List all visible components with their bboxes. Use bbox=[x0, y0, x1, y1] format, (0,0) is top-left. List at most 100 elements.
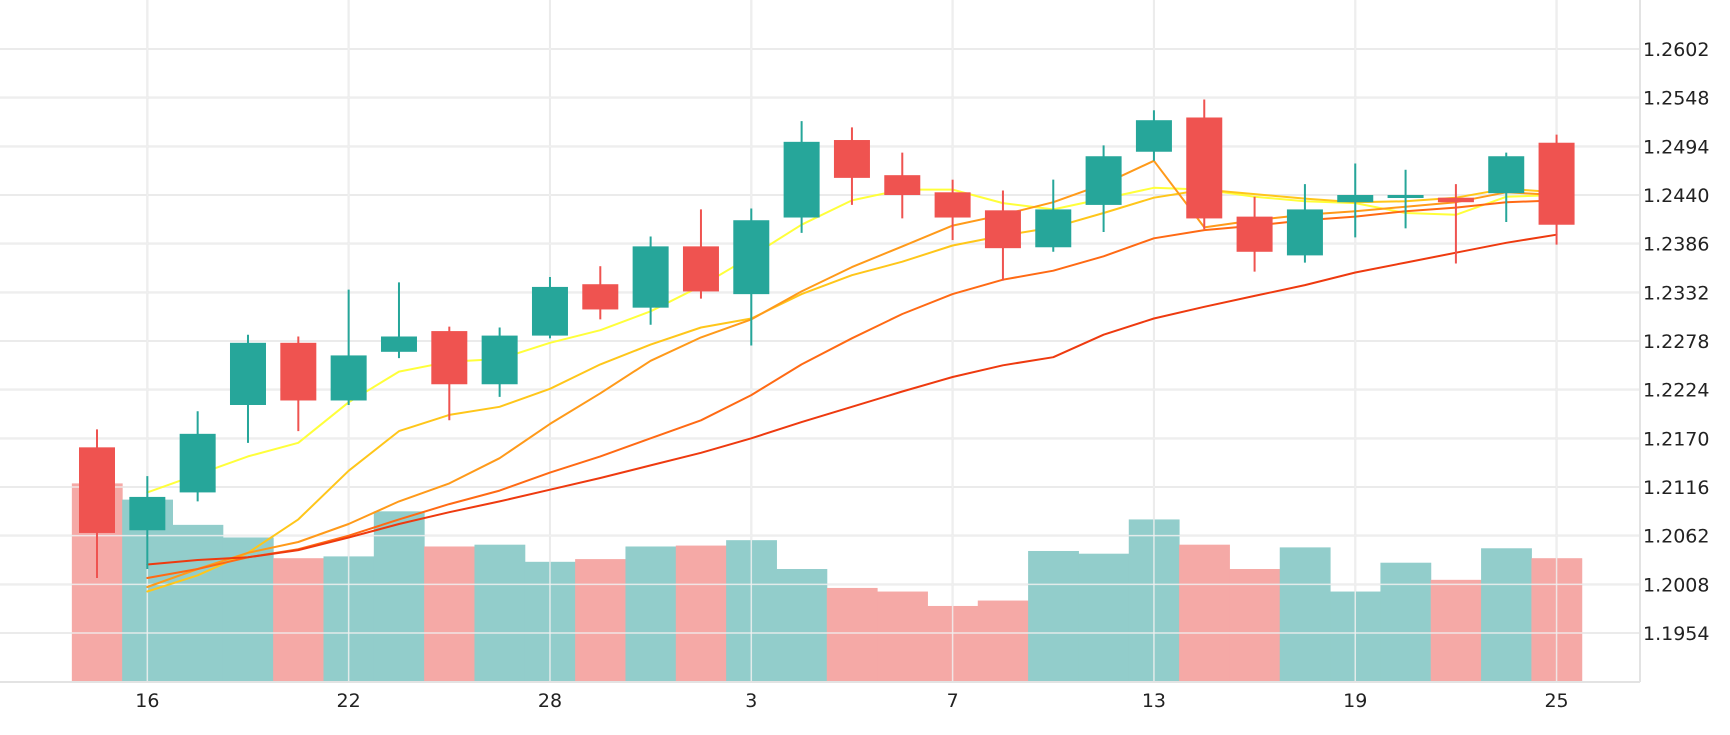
y-tick-label: 1.2278 bbox=[1643, 331, 1709, 353]
candle-body bbox=[632, 246, 669, 308]
candle bbox=[1437, 184, 1474, 264]
x-tick-label: 13 bbox=[1142, 690, 1166, 712]
candle-body bbox=[582, 284, 619, 310]
candle bbox=[280, 336, 317, 432]
x-tick-label: 7 bbox=[947, 690, 959, 712]
y-tick-label: 1.2008 bbox=[1643, 574, 1709, 596]
candle-body bbox=[733, 220, 770, 295]
candle bbox=[1236, 196, 1273, 272]
y-tick-label: 1.2386 bbox=[1643, 234, 1709, 256]
candle-body bbox=[179, 433, 216, 493]
candle bbox=[682, 209, 719, 299]
volume-bar bbox=[1279, 547, 1331, 682]
candle-body bbox=[1437, 197, 1474, 203]
candle bbox=[1337, 163, 1374, 238]
candle-body bbox=[1488, 156, 1525, 194]
candle-body bbox=[431, 331, 468, 385]
candle bbox=[79, 429, 115, 579]
volume-bar bbox=[625, 546, 677, 682]
candle bbox=[934, 179, 971, 241]
volume-bar bbox=[1229, 569, 1281, 682]
candle bbox=[531, 277, 568, 339]
y-tick-label: 1.2224 bbox=[1643, 380, 1709, 402]
candle bbox=[884, 152, 921, 219]
candle-body bbox=[129, 496, 166, 531]
candle-body bbox=[1186, 117, 1223, 219]
candle bbox=[330, 289, 367, 405]
volume-bar bbox=[977, 600, 1029, 682]
x-tick-label: 22 bbox=[337, 690, 361, 712]
candle bbox=[481, 327, 518, 397]
candle-body bbox=[783, 141, 820, 218]
volume-bar bbox=[172, 524, 224, 682]
candle-body bbox=[1387, 195, 1424, 198]
candle-body bbox=[1035, 209, 1072, 248]
candle-body bbox=[380, 336, 417, 352]
candle-body bbox=[280, 342, 317, 401]
x-tick-label: 19 bbox=[1343, 690, 1367, 712]
volume-bar bbox=[1481, 548, 1532, 682]
candle bbox=[1286, 184, 1323, 263]
candle bbox=[431, 326, 468, 421]
candle-body bbox=[934, 192, 971, 218]
candle bbox=[380, 282, 417, 359]
volume-bar bbox=[826, 587, 878, 682]
candle-body bbox=[330, 355, 367, 401]
candle bbox=[1387, 169, 1424, 229]
candle-body bbox=[481, 335, 518, 385]
candle bbox=[1488, 152, 1525, 223]
y-tick-label: 1.2062 bbox=[1643, 526, 1709, 548]
candle bbox=[582, 266, 619, 320]
candle bbox=[1085, 145, 1122, 232]
candle bbox=[1035, 179, 1072, 252]
y-tick-label: 1.2332 bbox=[1643, 282, 1709, 304]
candle bbox=[229, 334, 266, 443]
y-axis: 1.2602 1.2548 1.2494 1.2440 1.2386 1.2332 1.22… bbox=[1639, 0, 1709, 682]
y-tick-label: 1.2170 bbox=[1643, 428, 1709, 450]
candle bbox=[833, 127, 870, 205]
y-tick-label: 1.2494 bbox=[1643, 136, 1709, 158]
candle-body bbox=[1337, 195, 1374, 203]
candle bbox=[984, 190, 1021, 281]
volume-bar bbox=[373, 511, 425, 682]
candle bbox=[632, 236, 669, 325]
candle-body bbox=[1538, 142, 1575, 225]
moving-average-line bbox=[146, 233, 1558, 566]
x-tick-label: 16 bbox=[135, 690, 159, 712]
x-axis: 16 22 28 3 7 13 19 25 bbox=[0, 681, 1640, 712]
candle bbox=[733, 208, 770, 346]
candles bbox=[79, 99, 1575, 579]
x-tick-label: 3 bbox=[745, 690, 757, 712]
candle-body bbox=[1085, 156, 1122, 205]
candle-body bbox=[884, 175, 921, 195]
x-tick-label: 25 bbox=[1544, 690, 1568, 712]
candle-body bbox=[833, 140, 870, 178]
volume-bar bbox=[424, 546, 475, 682]
candle-body bbox=[1135, 120, 1172, 152]
candle bbox=[179, 411, 216, 502]
volume-bar bbox=[1078, 553, 1130, 682]
candle-body bbox=[229, 342, 266, 405]
candle-body bbox=[79, 447, 115, 533]
volume-bar bbox=[776, 569, 828, 682]
volume-bar bbox=[474, 544, 526, 682]
candle-body bbox=[682, 246, 719, 292]
x-tick-label: 28 bbox=[538, 690, 562, 712]
candle bbox=[1186, 99, 1223, 230]
volume-bar bbox=[1380, 562, 1432, 682]
candle-body bbox=[1236, 216, 1273, 252]
moving-average-line bbox=[146, 187, 1558, 593]
candle bbox=[1135, 110, 1172, 161]
volume-bar bbox=[877, 591, 928, 682]
candle bbox=[783, 121, 820, 233]
volume-bar bbox=[1430, 579, 1482, 682]
y-tick-label: 1.2602 bbox=[1643, 39, 1709, 61]
candle-body bbox=[984, 210, 1021, 249]
volume-bar bbox=[675, 545, 727, 682]
y-tick-label: 1.2548 bbox=[1643, 88, 1709, 110]
volume-bar bbox=[1179, 544, 1230, 682]
y-tick-label: 1.2116 bbox=[1643, 477, 1709, 499]
volume-bar bbox=[273, 558, 324, 682]
